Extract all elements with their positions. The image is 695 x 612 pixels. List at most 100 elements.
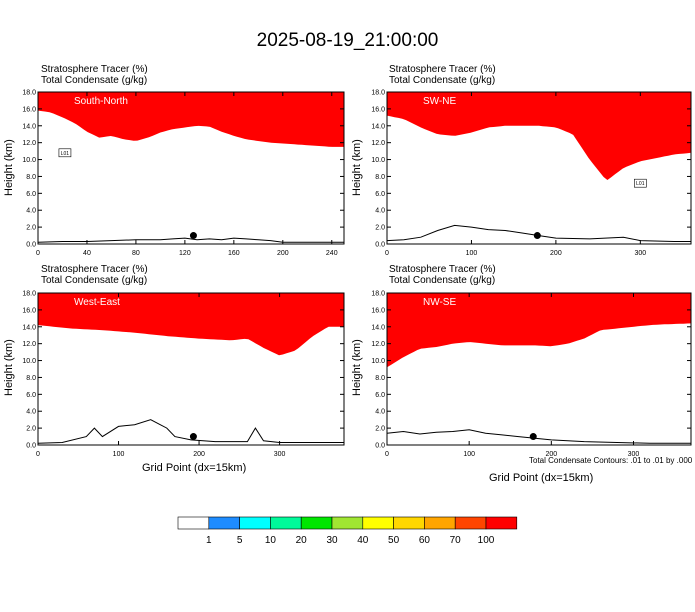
location-marker: [189, 232, 197, 240]
y-tick-label: 0.0: [375, 443, 385, 450]
y-tick-label: 10.0: [371, 358, 385, 365]
colorbar-label-5: 40: [357, 535, 369, 546]
panel-header-nw-se: Stratosphere Tracer (%) Total Condensate…: [389, 264, 496, 286]
y-tick-label: 6.0: [375, 392, 385, 399]
header-line1: Stratosphere Tracer (%): [389, 264, 496, 275]
colorbar-swatch-0: [177, 516, 210, 530]
location-marker: [529, 433, 537, 441]
location-marker: [189, 433, 197, 441]
y-tick-label: 6.0: [375, 191, 385, 198]
y-tick-label: 16.0: [371, 106, 385, 113]
y-tick-label: 14.0: [22, 324, 36, 331]
y-tick-label: 14.0: [371, 324, 385, 331]
tracer-level-band-9: [387, 293, 691, 368]
panel-name: West-East: [74, 297, 120, 308]
colorbar-label-0: 1: [206, 535, 212, 546]
panel-name: NW-SE: [423, 297, 456, 308]
panel-header-west-east: Stratosphere Tracer (%) Total Condensate…: [41, 264, 148, 286]
x-tick-label: 80: [132, 250, 140, 257]
y-tick-label: 12.0: [22, 341, 36, 348]
tracer-level-band-9: [38, 92, 344, 147]
plot-frame: [386, 91, 692, 245]
y-tick-label: 8.0: [26, 174, 36, 181]
panel-name: SW-NE: [423, 96, 456, 107]
panel-south-north: 0 40 80 120 160 200 240 0.0 2.0 4.0 6.0 8.0 10.0 12.0…: [22, 90, 345, 257]
header-line1: Stratosphere Tracer (%): [41, 64, 148, 75]
panel-header-sw-ne: Stratosphere Tracer (%) Total Condensate…: [389, 64, 496, 86]
y-tick-label: 6.0: [26, 191, 36, 198]
panel-west-east: 0 100 200 300 0.0 2.0 4.0 6.0 8.0 10.0 12.0 14.0 16.…: [22, 291, 345, 458]
x-tick-label: 0: [385, 250, 389, 257]
x-tick-label: 100: [463, 451, 475, 458]
y-tick-label: 0.0: [375, 242, 385, 249]
y-tick-label: 14.0: [371, 123, 385, 130]
tracer-field: [387, 293, 691, 444]
y-tick-label: 16.0: [371, 307, 385, 314]
colorbar-label-2: 10: [265, 535, 277, 546]
y-tick-label: 18.0: [371, 90, 385, 97]
colorbar-swatch-1: [208, 516, 240, 530]
header-line1: Stratosphere Tracer (%): [41, 264, 148, 275]
colorbar-swatch-8: [424, 516, 456, 530]
colorbar-label-9: 100: [478, 535, 495, 546]
y-tick-label: 8.0: [26, 375, 36, 382]
y-tick-label: 4.0: [375, 208, 385, 215]
colorbar-swatch-4: [300, 516, 333, 530]
y-tick-label: 18.0: [371, 291, 385, 298]
x-tick-label: 0: [36, 250, 40, 257]
y-tick-label: 10.0: [371, 157, 385, 164]
x-tick-label: 0: [36, 451, 40, 458]
x-tick-label: 300: [274, 451, 286, 458]
header-line2: Total Condensate (g/kg): [41, 275, 148, 286]
x-tick-label: 300: [628, 451, 640, 458]
x-tick-label: 160: [228, 250, 240, 257]
y-tick-label: 2.0: [26, 426, 36, 433]
colorbar-swatch-5: [331, 516, 364, 530]
x-tick-label: 240: [326, 250, 338, 257]
y-tick-label: 14.0: [22, 123, 36, 130]
x-tick-label: 100: [466, 250, 478, 257]
xlabel-left: Grid Point (dx=15km): [142, 462, 247, 474]
y-tick-label: 18.0: [22, 291, 36, 298]
y-tick-label: 2.0: [375, 225, 385, 232]
y-tick-label: 2.0: [26, 225, 36, 232]
y-tick-label: 16.0: [22, 307, 36, 314]
tracer-level-band-9: [38, 293, 344, 356]
colorbar-swatch-3: [270, 516, 302, 530]
y-tick-label: 10.0: [22, 157, 36, 164]
colorbar-label-7: 60: [419, 535, 431, 546]
y-tick-label: 2.0: [375, 426, 385, 433]
colorbar-swatch-10: [485, 516, 518, 530]
x-tick-label: 300: [634, 250, 646, 257]
contour-note: Total Condensate Contours: .01 to .01 by…: [529, 456, 693, 465]
contour-label: L01: [61, 151, 70, 157]
panel-sw-ne: 0 100 200 300 0.0 2.0 4.0 6.0 8.0 10.0 12.0 14.0 16.…: [371, 90, 692, 257]
xlabel-right: Grid Point (dx=15km): [489, 472, 594, 484]
y-tick-label: 4.0: [26, 409, 36, 416]
x-tick-label: 200: [545, 451, 557, 458]
colorbar-label-8: 70: [450, 535, 462, 546]
terrain-line: [387, 429, 691, 444]
x-tick-label: 200: [193, 451, 205, 458]
colorbar: 1 5 10 20 30 40 50 60 70 100: [177, 516, 518, 546]
colorbar-label-6: 50: [388, 535, 400, 546]
terrain-line: [38, 237, 344, 243]
contour-label-box: [634, 178, 647, 188]
plot-frame: [37, 91, 345, 245]
y-tick-label: 8.0: [375, 174, 385, 181]
y-tick-label: 12.0: [22, 140, 36, 147]
x-tick-label: 200: [277, 250, 289, 257]
contour-label-box: [58, 148, 72, 158]
location-marker: [533, 232, 541, 240]
y-tick-label: 6.0: [26, 392, 36, 399]
panel-header-south-north: Stratosphere Tracer (%) Total Condensate…: [41, 64, 148, 86]
colorbar-swatch-9: [454, 516, 487, 530]
y-tick-label: 0.0: [26, 443, 36, 450]
colorbar-label-4: 30: [326, 535, 338, 546]
contour-label: L01: [636, 181, 645, 187]
x-tick-label: 100: [113, 451, 125, 458]
y-tick-label: 8.0: [375, 375, 385, 382]
x-tick-label: 0: [385, 451, 389, 458]
panel-name: South-North: [74, 96, 128, 107]
